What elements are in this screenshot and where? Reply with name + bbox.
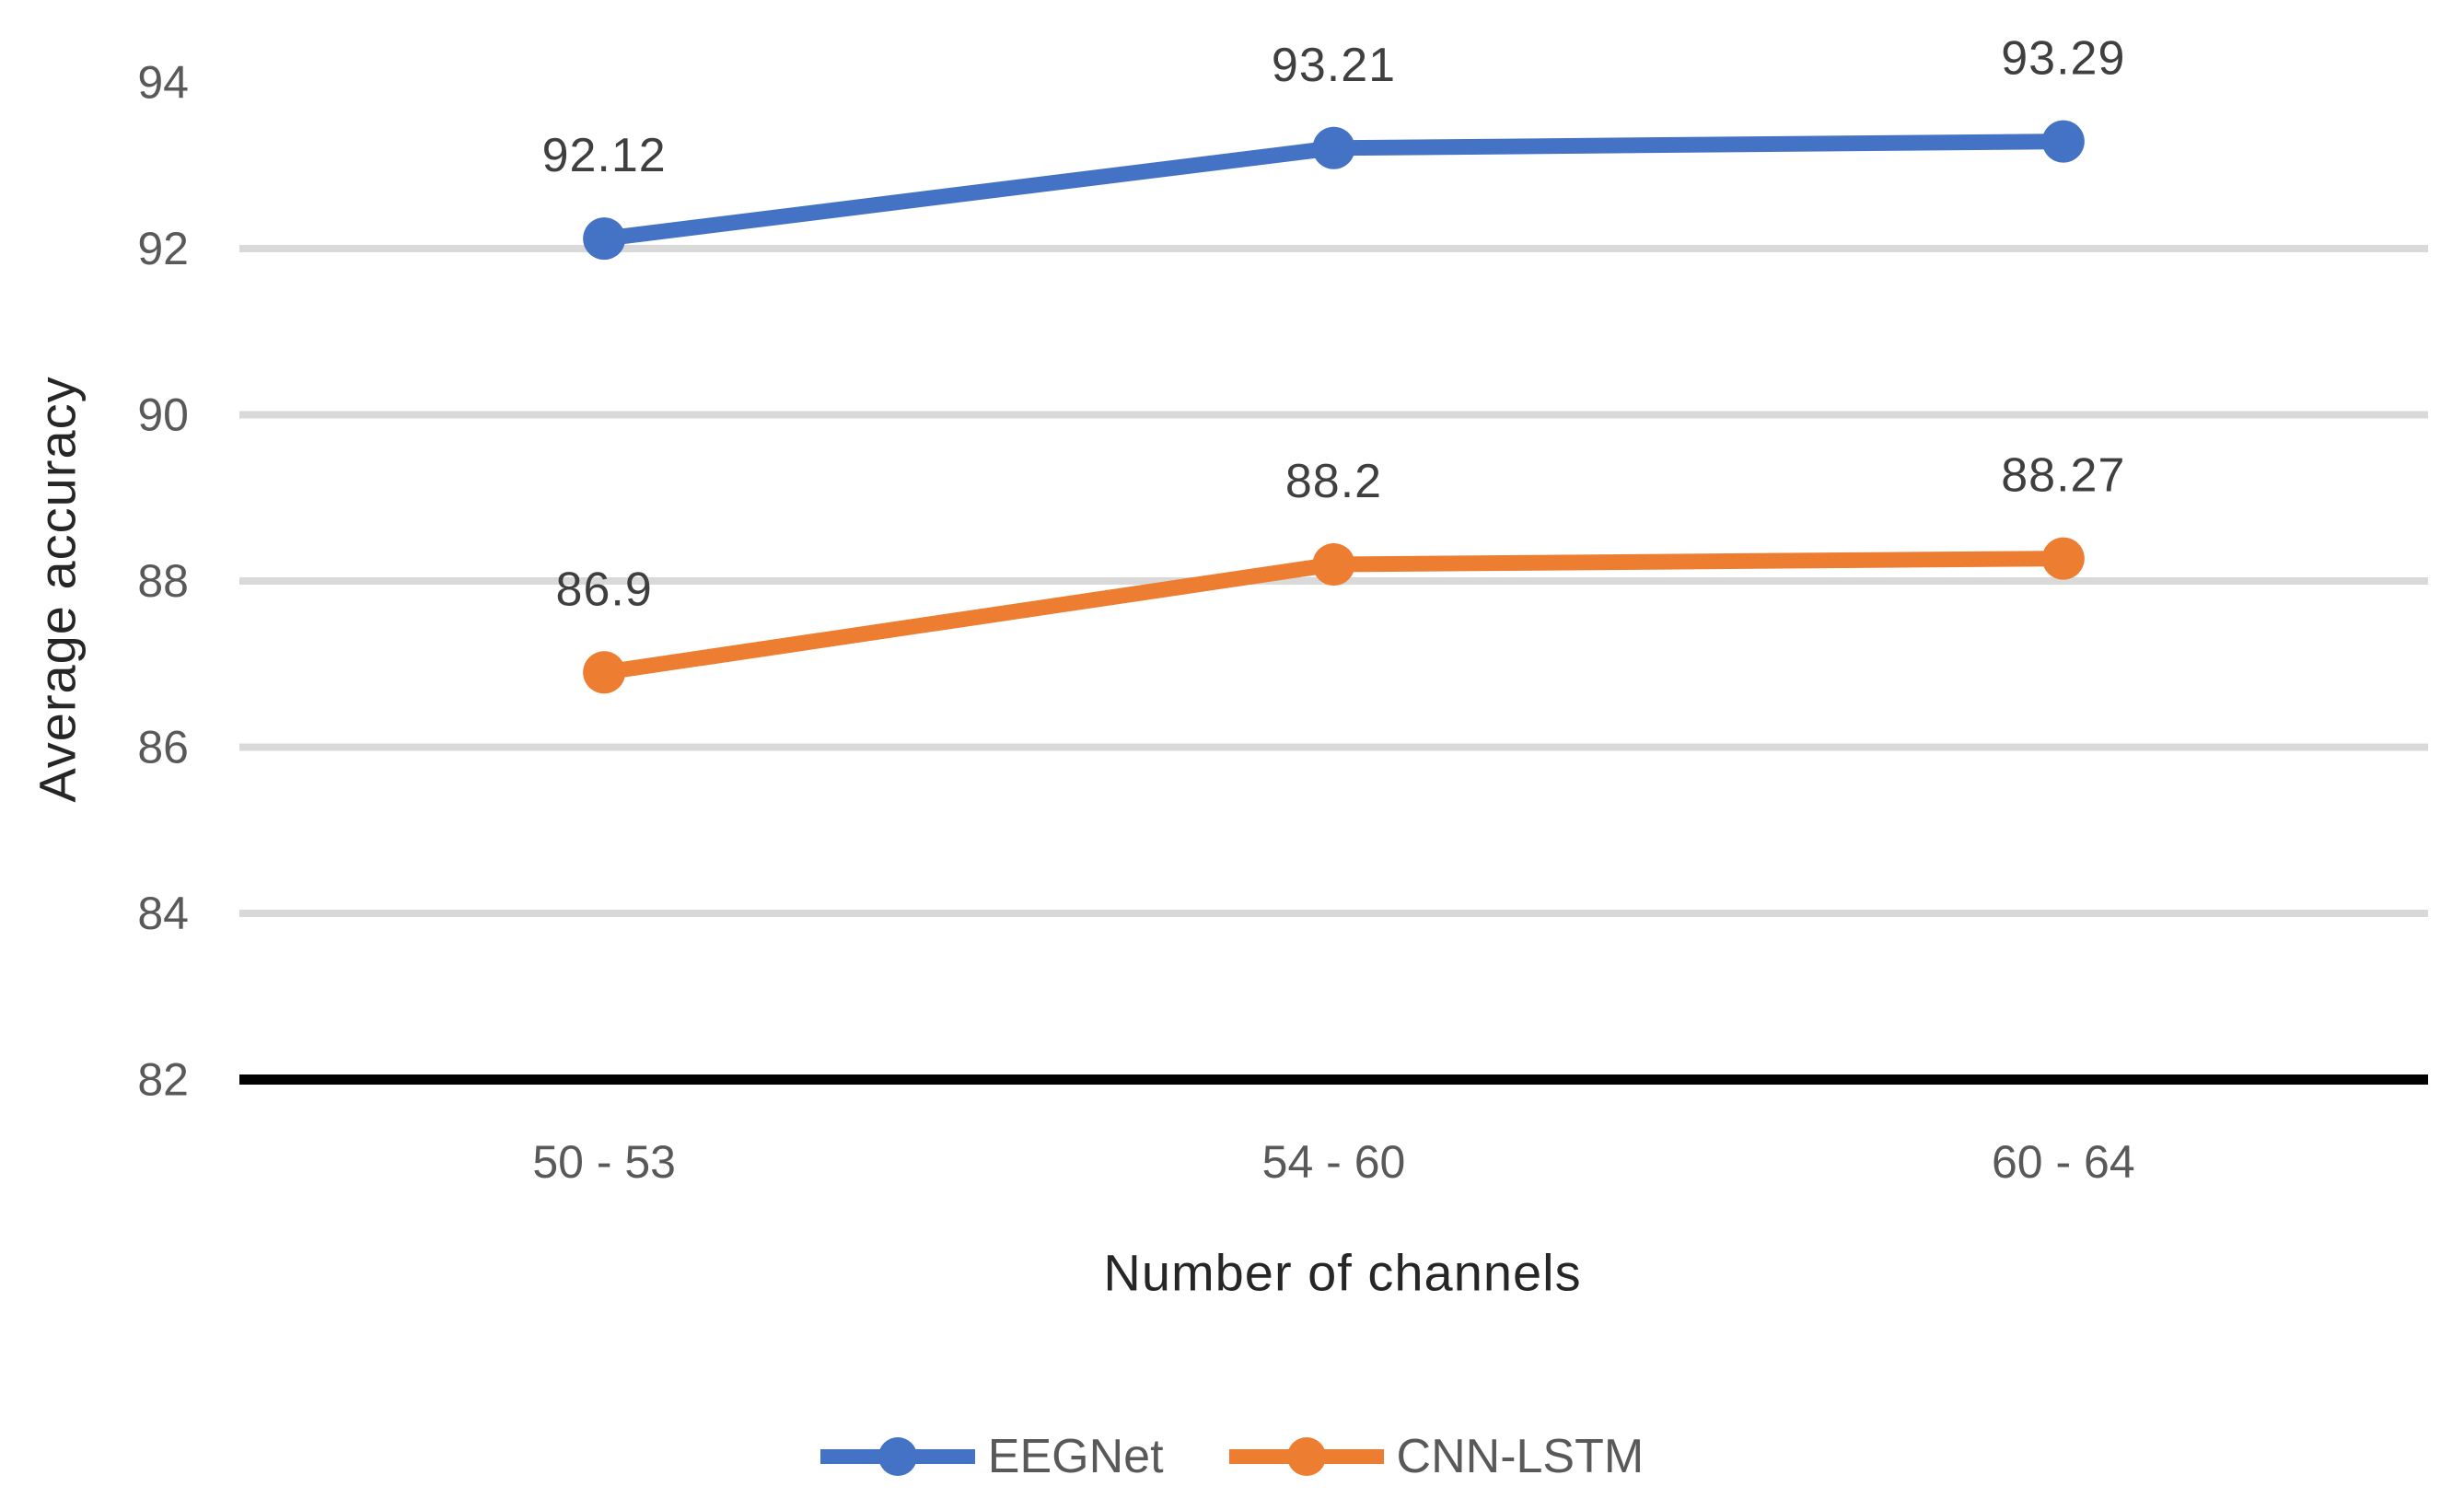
data-label-cnn-lstm: 86.9 (556, 563, 653, 616)
y-axis-title: Average accuracy (28, 376, 87, 803)
legend-label-cnn-lstm: CNN-LSTM (1396, 1430, 1645, 1483)
data-point-eegnet (2041, 120, 2085, 163)
legend: EEGNet CNN-LSTM (0, 1414, 2464, 1499)
y-tick-label: 92 (137, 223, 189, 274)
x-tick-label: 60 - 64 (1992, 1136, 2135, 1188)
data-label-cnn-lstm: 88.27 (2001, 449, 2125, 503)
data-point-eegnet (1312, 126, 1355, 169)
legend-label-eegnet: EEGNet (987, 1430, 1164, 1483)
data-label-cnn-lstm: 88.2 (1285, 455, 1382, 508)
x-axis-title: Number of channels (1103, 1243, 1582, 1302)
x-tick-label: 50 - 53 (532, 1136, 676, 1188)
legend-swatch-eegnet-line-with-marker-icon (819, 1437, 975, 1476)
y-tick-label: 86 (137, 722, 189, 773)
data-point-cnn-lstm (583, 651, 626, 694)
y-tick-label: 84 (137, 888, 189, 939)
data-point-cnn-lstm (2041, 537, 2085, 580)
data-point-eegnet (583, 217, 626, 261)
y-tick-label: 88 (137, 555, 189, 607)
data-point-cnn-lstm (1312, 542, 1355, 586)
legend-item-cnn-lstm: CNN-LSTM (1228, 1429, 1645, 1484)
data-label-eegnet: 93.21 (1272, 39, 1396, 92)
x-tick-label: 54 - 60 (1262, 1136, 1406, 1188)
legend-item-eegnet: EEGNet (819, 1429, 1164, 1484)
y-tick-label: 82 (137, 1054, 189, 1106)
legend-swatch-cnn-lstm-line-with-marker-icon (1228, 1437, 1384, 1476)
data-label-eegnet: 92.12 (542, 129, 667, 182)
data-label-eegnet: 93.29 (2001, 32, 2125, 86)
y-tick-label: 90 (137, 389, 189, 441)
y-tick-label: 94 (137, 57, 189, 109)
